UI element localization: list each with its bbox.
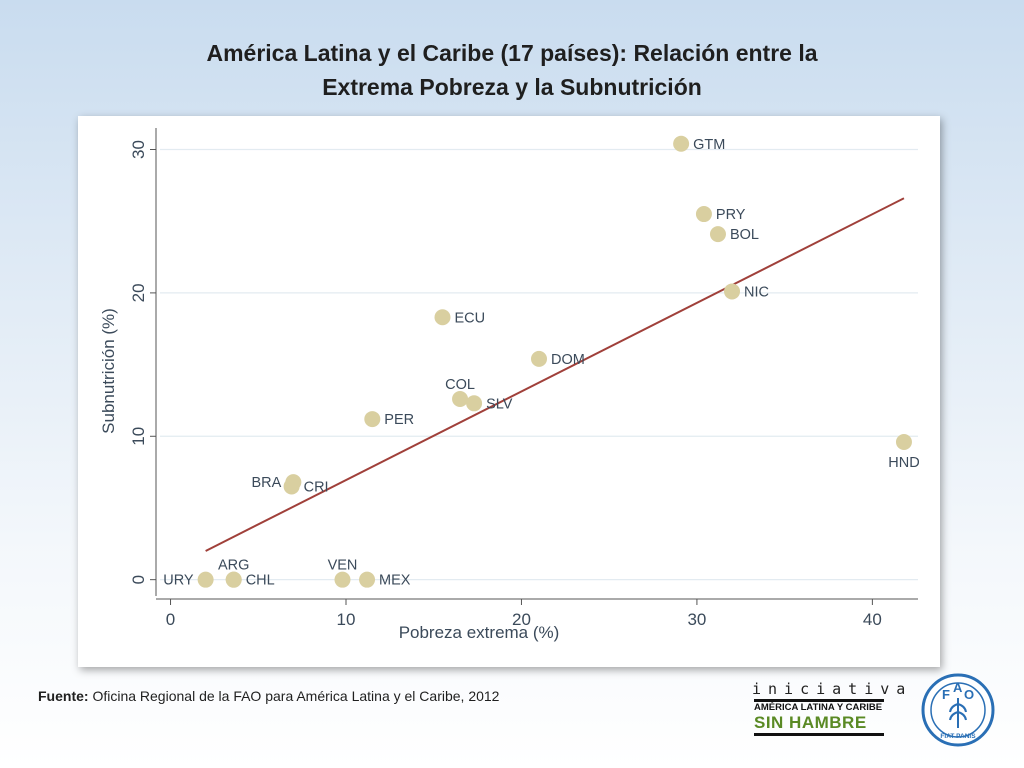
data-point-nic	[724, 283, 741, 300]
fao-letter-o: O	[964, 687, 974, 702]
data-point-hnd	[895, 434, 912, 451]
logo-divider	[754, 699, 884, 702]
slide-title-line-1: América Latina y el Caribe (17 países): …	[206, 40, 818, 66]
slide-title-line-2: Extrema Pobreza y la Subnutrición	[322, 74, 702, 100]
data-label-bra: BRA	[252, 475, 282, 491]
data-point-gtm	[673, 135, 690, 152]
source-label: Fuente:	[38, 688, 89, 704]
source-note: Fuente: Oficina Regional de la FAO para …	[38, 688, 499, 704]
fao-letter-a: A	[953, 680, 963, 695]
logo-divider	[754, 733, 884, 736]
data-point-ven	[334, 571, 351, 588]
source-text: Oficina Regional de la FAO para América …	[88, 688, 500, 704]
data-label-nic: NIC	[744, 284, 769, 300]
data-label-ecu: ECU	[454, 310, 485, 326]
y-tick-label: 10	[129, 427, 148, 446]
data-point-slv	[466, 395, 483, 412]
x-tick-label: 0	[166, 610, 175, 629]
x-tick-label: 20	[512, 610, 531, 629]
trend-line	[205, 197, 905, 552]
x-tick-label: 10	[337, 610, 356, 629]
data-point-bol	[709, 226, 726, 243]
data-point-dom	[531, 350, 547, 367]
iniciativa-word: iniciativa	[752, 680, 913, 698]
slide-title: América Latina y el Caribe (17 países): …	[0, 36, 1024, 104]
data-label-gtm: GTM	[693, 137, 725, 153]
fao-motto: FIAT PANIS	[940, 733, 976, 740]
data-point-pry	[695, 206, 712, 223]
fao-letter-f: F	[942, 687, 950, 702]
scatter-chart-frame: 0 10 20 30 0 10 20 30 40 Pobreza extrema (%) Subnu…	[78, 116, 940, 667]
fao-logo: F A O FIAT PANIS	[921, 673, 995, 747]
data-point-cri	[283, 478, 300, 495]
data-label-slv: SLV	[486, 396, 513, 412]
data-label-ury: URY	[163, 573, 194, 589]
data-label-mex: MEX	[379, 573, 411, 589]
x-axis-title: Pobreza extrema (%)	[399, 623, 560, 642]
wheat-icon	[949, 698, 967, 728]
data-point-chl	[225, 571, 242, 588]
y-axis-title: Subnutrición (%)	[99, 308, 118, 434]
data-label-arg: ARG	[218, 558, 249, 574]
iniciativa-subtitle: AMÉRICA LATINA Y CARIBE	[754, 702, 883, 713]
x-tick-label: 40	[863, 610, 882, 629]
y-tick-label: 20	[129, 283, 148, 302]
iniciativa-sin-hambre-logo: iniciativa AMÉRICA LATINA Y CARIBE SIN H…	[752, 680, 913, 740]
data-point-ecu	[434, 309, 451, 326]
x-tick-label: 30	[687, 610, 706, 629]
scatter-chart: 0 10 20 30 0 10 20 30 40 Pobreza extrema (%) Subnu…	[99, 128, 920, 642]
data-label-dom: DOM	[551, 352, 585, 368]
data-label-col: COL	[445, 377, 475, 393]
iniciativa-main-text: SIN HAMBRE	[754, 713, 867, 732]
data-label-hnd: HND	[888, 455, 919, 471]
y-tick-label: 30	[129, 140, 148, 159]
data-point-col	[452, 390, 469, 407]
data-point-ury	[197, 571, 214, 588]
data-point-per	[364, 411, 381, 428]
data-label-pry: PRY	[716, 207, 746, 223]
data-point-mex	[359, 571, 376, 588]
y-tick-label: 0	[129, 575, 148, 584]
data-label-chl: CHL	[246, 573, 275, 589]
data-label-ven: VEN	[328, 558, 358, 574]
data-label-cri: CRI	[304, 479, 329, 495]
data-label-bol: BOL	[730, 227, 759, 243]
data-label-per: PER	[384, 412, 414, 428]
